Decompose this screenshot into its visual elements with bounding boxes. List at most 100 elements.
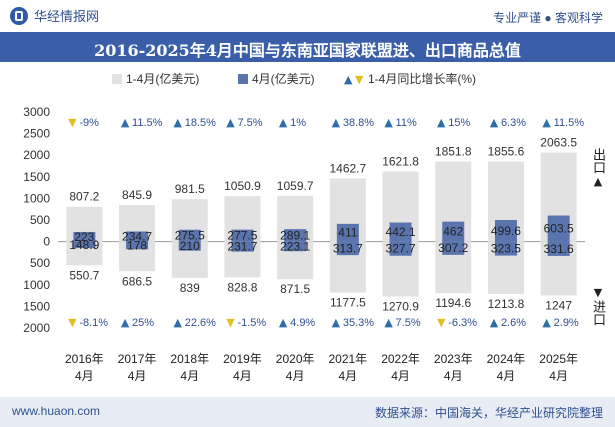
y-tick-label: 500 — [30, 256, 50, 270]
y-tick-label: 2500 — [23, 127, 50, 141]
export-growth-up-icon: ▲ — [332, 116, 341, 129]
export-monthly-bar — [389, 222, 412, 242]
import-monthly-label: 307.2 — [438, 241, 468, 255]
export-growth-up-icon: ▲ — [384, 116, 393, 129]
export-monthly-bar — [547, 215, 570, 242]
x-tick-label-month: 4月 — [286, 369, 305, 383]
import-growth-label: 2.9% — [554, 317, 579, 329]
x-tick-label-year: 2019年 — [223, 352, 262, 366]
export-cumulative-label: 1855.6 — [488, 144, 525, 158]
export-growth-up-icon: ▲ — [226, 116, 235, 129]
footer-source: 数据来源：中国海关，华经产业研究院整理 — [374, 406, 603, 420]
import-growth-up-icon: ▲ — [174, 316, 183, 329]
export-growth-label: 15% — [448, 117, 470, 129]
export-monthly-label: 275.5 — [175, 229, 205, 243]
import-growth-label: -1.5% — [237, 317, 266, 329]
import-monthly-label: 323.5 — [491, 242, 521, 256]
import-growth-down-icon: ▼ — [68, 316, 77, 329]
y-tick-label: 2000 — [23, 321, 50, 335]
title-bar — [0, 32, 615, 62]
tagline: 专业严谨 ● 客观科学 — [493, 11, 603, 25]
import-growth-up-icon: ▲ — [490, 316, 499, 329]
import-growth-down-icon: ▼ — [226, 316, 235, 329]
brand-name: 华经情报网 — [34, 9, 100, 24]
import-growth-label: 7.5% — [396, 317, 421, 329]
import-growth-up-icon: ▲ — [279, 316, 288, 329]
brand-logo-icon — [10, 6, 28, 25]
y-tick-label: 1000 — [23, 191, 50, 205]
export-growth-label: 11.5% — [132, 117, 163, 129]
chart-title: 2016-2025年4月中国与东南亚国家联盟进、出口商品总值 — [94, 41, 521, 60]
export-growth-up-icon: ▲ — [174, 116, 183, 129]
brand: 华经情报网 — [10, 6, 99, 25]
import-monthly-bar — [284, 241, 307, 252]
import-monthly-label: 178 — [127, 238, 147, 252]
import-growth-label: 35.3% — [343, 317, 374, 329]
export-cumulative-label: 2063.5 — [540, 135, 577, 149]
import-growth-up-icon: ▲ — [384, 316, 393, 329]
legend-cumulative-label: 1-4月(亿美元) — [126, 71, 199, 86]
import-cumulative-label: 839 — [180, 281, 200, 295]
x-tick-label-year: 2023年 — [434, 352, 473, 366]
x-tick-label-year: 2021年 — [328, 352, 367, 366]
export-monthly-bar — [336, 223, 359, 242]
import-cumulative-label: 686.5 — [122, 274, 152, 288]
import-monthly-label: 223.1 — [280, 239, 310, 253]
export-growth-label: 6.3% — [501, 117, 526, 129]
export-cumulative-label: 1851.8 — [435, 145, 472, 159]
x-tick-label-month: 4月 — [549, 369, 568, 383]
export-cumulative-label: 807.2 — [69, 190, 99, 204]
import-growth-label: 25% — [132, 317, 154, 329]
import-growth-up-icon: ▲ — [542, 316, 551, 329]
export-growth-up-icon: ▲ — [542, 116, 551, 129]
export-side-label: 出口 ▲ — [590, 148, 606, 189]
export-growth-label: 18.5% — [185, 117, 216, 129]
import-monthly-bar — [231, 241, 254, 252]
x-tick-label-month: 4月 — [444, 369, 463, 383]
export-growth-label: -9% — [79, 117, 99, 129]
export-monthly-bar — [73, 231, 96, 242]
import-monthly-bar — [336, 241, 359, 256]
x-tick-label-month: 4月 — [233, 369, 252, 383]
footer-website[interactable]: www.huaon.com — [12, 404, 101, 418]
y-tick-label: 3000 — [23, 105, 50, 119]
export-monthly-bar — [442, 221, 465, 242]
export-monthly-bar — [494, 220, 517, 242]
export-growth-label: 1% — [290, 117, 306, 129]
import-monthly-bar — [547, 241, 570, 256]
export-monthly-label: 411 — [338, 226, 357, 240]
import-growth-up-icon: ▲ — [121, 316, 130, 329]
export-monthly-label: 462 — [443, 225, 463, 239]
import-monthly-bar — [494, 241, 517, 256]
import-growth-label: -6.3% — [448, 317, 477, 329]
export-growth-up-icon: ▲ — [279, 116, 288, 129]
import-monthly-bar — [73, 241, 96, 249]
x-tick-label-month: 4月 — [75, 369, 94, 383]
y-tick-label: 0 — [43, 235, 50, 249]
export-cumulative-label: 1059.7 — [277, 179, 314, 193]
import-cumulative-label: 1213.8 — [488, 297, 525, 311]
import-cumulative-label: 1177.5 — [330, 295, 366, 309]
x-tick-label-year: 2016年 — [65, 352, 104, 366]
footer-bar — [0, 397, 615, 427]
export-monthly-label: 289.1 — [280, 228, 310, 242]
up-triangle-icon: ▲ — [593, 175, 603, 188]
import-growth-label: 4.9% — [290, 317, 315, 329]
import-growth-down-icon: ▼ — [437, 316, 446, 329]
import-monthly-bar — [178, 241, 201, 251]
export-growth-label: 11.5% — [554, 117, 585, 129]
export-monthly-bar — [126, 231, 149, 242]
export-monthly-label: 277.5 — [227, 229, 257, 243]
y-tick-label: 500 — [30, 213, 50, 227]
import-cumulative-label: 1270.9 — [382, 300, 419, 314]
import-monthly-label: 331.6 — [544, 242, 574, 256]
export-cumulative-label: 981.5 — [175, 182, 205, 196]
export-monthly-label: 442.1 — [386, 225, 416, 239]
export-growth-label: 7.5% — [237, 117, 262, 129]
import-cumulative-label: 1247 — [545, 298, 572, 312]
x-tick-label-year: 2022年 — [381, 352, 420, 366]
import-monthly-label: 210 — [180, 239, 200, 253]
export-cumulative-label: 845.9 — [122, 188, 152, 202]
x-tick-label-month: 4月 — [391, 369, 410, 383]
